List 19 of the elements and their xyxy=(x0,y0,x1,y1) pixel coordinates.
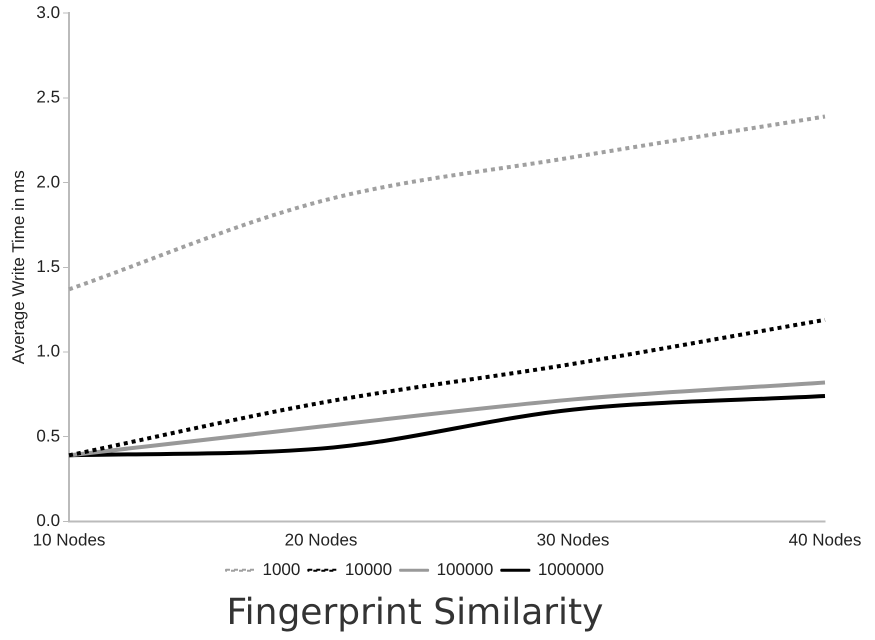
legend-label: 1000 xyxy=(262,560,300,579)
y-tick-label: 0.0 xyxy=(36,511,60,530)
x-tick-label: 10 Nodes xyxy=(32,530,106,550)
legend-label: 1000000 xyxy=(538,560,604,579)
legend-label: 10000 xyxy=(344,560,392,579)
x-tick-label: 40 Nodes xyxy=(788,530,862,550)
y-tick-label: 2.0 xyxy=(36,172,60,192)
x-tick-label: 30 Nodes xyxy=(536,530,610,550)
y-tick-label: 0.5 xyxy=(36,426,60,446)
y-tick-label: 1.5 xyxy=(36,256,60,276)
y-axis-title: Average Write Time in ms xyxy=(8,170,28,364)
line-series xyxy=(67,114,827,292)
text: Fingerprint Similarity xyxy=(226,592,604,633)
y-tick-label: 3.0 xyxy=(36,2,60,22)
x-tick-label: 20 Nodes xyxy=(284,530,358,550)
line-series xyxy=(67,380,827,458)
legend-label: 100000 xyxy=(436,560,494,579)
y-tick-label: 2.5 xyxy=(36,88,60,107)
y-tick-label: 1.0 xyxy=(36,342,60,361)
